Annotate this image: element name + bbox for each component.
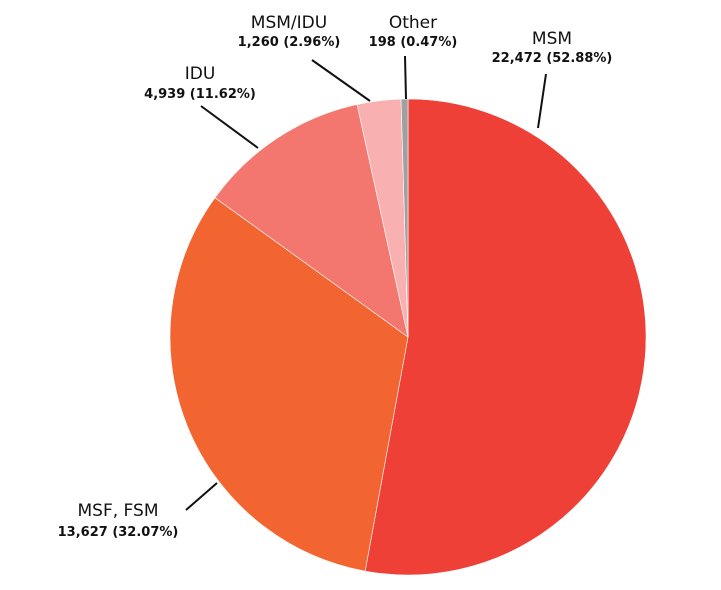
slice-label-msf-fsm: MSF, FSM [78, 501, 159, 521]
slice-value-other: 198 (0.47%) [369, 35, 458, 50]
pie-slice-msm [364, 98, 647, 576]
leader-line-idu [200, 105, 259, 149]
slice-label-msm-idu: MSM/IDU [251, 13, 327, 33]
slice-value-idu: 4,939 (11.62%) [144, 87, 256, 102]
pie-slice-idu [214, 104, 409, 338]
slice-label-other: Other [389, 13, 437, 33]
leader-lines [185, 55, 547, 511]
slice-value-msm: 22,472 (52.88%) [492, 51, 613, 66]
leader-line-msf-fsm [185, 482, 218, 511]
pie-slices [169, 98, 647, 576]
leader-line-msm-idu [311, 59, 371, 102]
pie-slice-msf-fsm [169, 197, 409, 572]
slice-label-idu: IDU [185, 64, 216, 84]
slice-label-msm: MSM [532, 29, 572, 49]
pie-slice-other [400, 98, 409, 338]
leader-line-other [404, 55, 407, 100]
slice-value-msm-idu: 1,260 (2.96%) [238, 35, 341, 50]
slice-value-msf-fsm: 13,627 (32.07%) [58, 525, 179, 540]
leader-line-msm [537, 73, 547, 129]
slice-labels: MSM 22,472 (52.88%) MSF, FSM 13,627 (32.07%… [58, 13, 613, 540]
